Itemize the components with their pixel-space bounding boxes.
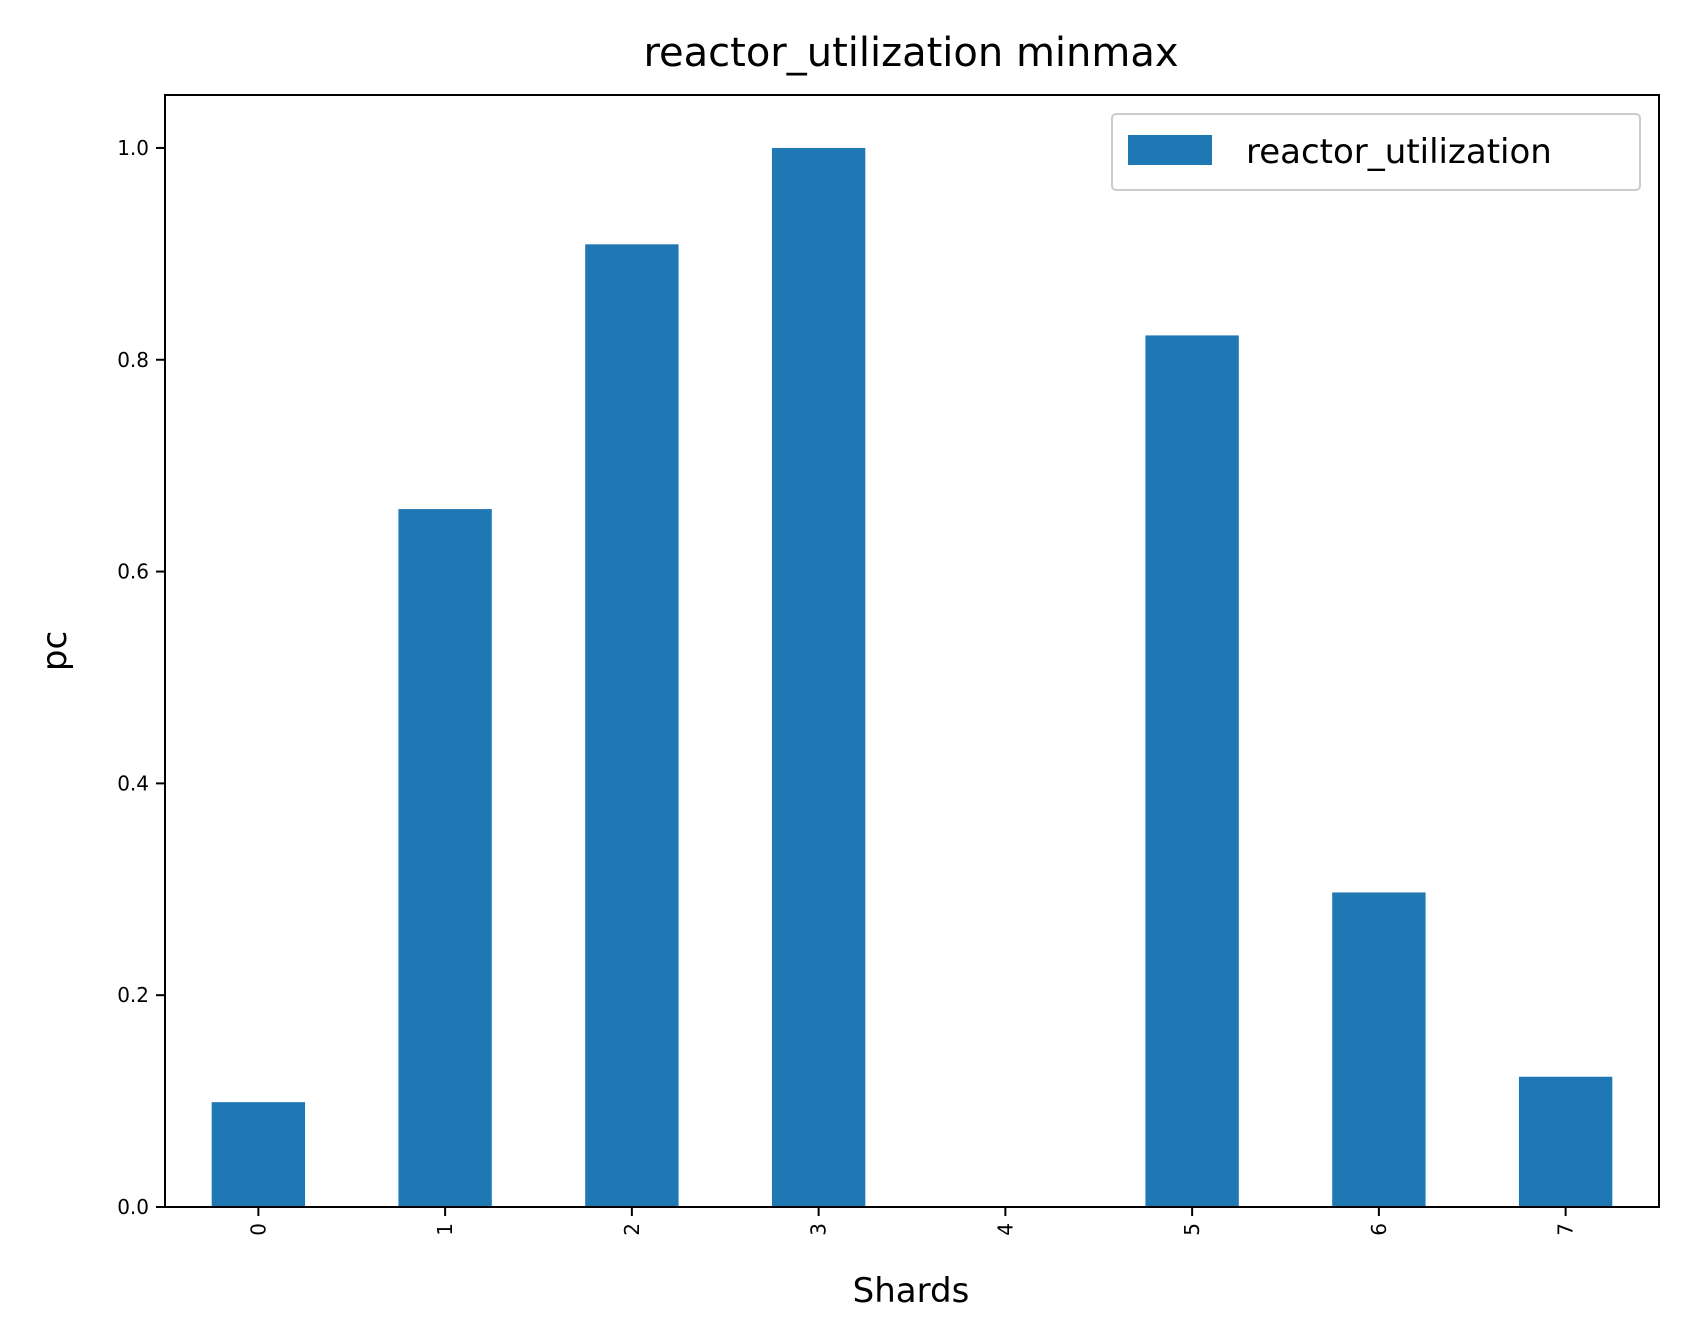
bar-0 [211, 1102, 306, 1207]
chart-title: reactor_utilization minmax [643, 30, 1178, 76]
bar-7 [1518, 1076, 1613, 1207]
x-tick-label: 4 [993, 1223, 1017, 1236]
x-tick-label: 2 [620, 1223, 644, 1236]
x-tick-label: 0 [246, 1223, 270, 1236]
legend-swatch [1128, 135, 1212, 165]
bar-3 [771, 147, 866, 1207]
x-tick-label: 6 [1367, 1223, 1391, 1236]
y-tick-label: 0.0 [117, 1195, 149, 1219]
y-axis-label: pc [35, 631, 75, 671]
plot-area: 0.0 0.2 0.4 0.6 0.8 1.0 0 1 2 3 4 5 6 7 [117, 136, 1613, 1236]
bar-5 [1145, 335, 1239, 1207]
y-tick-label: 0.4 [117, 771, 149, 795]
bar-1 [398, 509, 492, 1207]
y-tick-label: 0.6 [117, 560, 149, 584]
x-axis-label: Shards [853, 1271, 970, 1311]
bar-6 [1332, 892, 1426, 1207]
x-tick-label: 3 [807, 1223, 831, 1236]
bar-2 [585, 244, 679, 1208]
legend-label: reactor_utilization [1246, 132, 1552, 172]
x-tick-label: 7 [1554, 1223, 1578, 1236]
y-tick-label: 0.8 [117, 348, 149, 372]
x-tick-label: 5 [1180, 1223, 1204, 1236]
y-tick-label: 1.0 [117, 136, 149, 160]
legend: reactor_utilization [1111, 113, 1641, 191]
y-tick-label: 0.2 [117, 983, 149, 1007]
axes-frame [164, 94, 1660, 1208]
x-tick-label: 1 [433, 1223, 457, 1236]
legend-frame [1111, 113, 1641, 191]
